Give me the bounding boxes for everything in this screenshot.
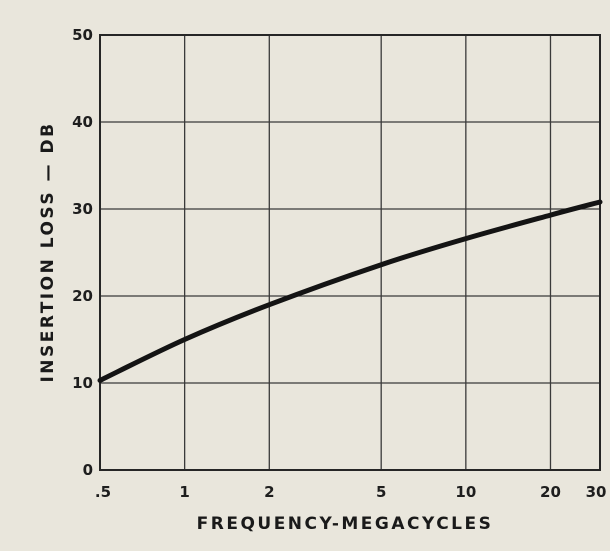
x-tick-label: 10 bbox=[455, 483, 476, 501]
x-tick-label: 20 bbox=[540, 483, 561, 501]
y-tick-label: 20 bbox=[72, 287, 93, 305]
x-tick-label: .5 bbox=[95, 483, 111, 501]
y-tick-label: 50 bbox=[72, 26, 93, 44]
y-tick-labels: 0 10 20 30 40 50 bbox=[72, 26, 93, 479]
y-tick-label: 10 bbox=[72, 374, 93, 392]
plot-frame bbox=[99, 34, 601, 471]
series-line bbox=[97, 199, 603, 383]
x-tick-label: 2 bbox=[264, 483, 274, 501]
x-tick-label: 5 bbox=[376, 483, 386, 501]
x-tick-label: 1 bbox=[179, 483, 189, 501]
x-tick-labels: .5 1 2 5 10 20 30 bbox=[95, 483, 607, 501]
y-tick-label: 30 bbox=[72, 200, 93, 218]
x-axis-label: FREQUENCY-MEGACYCLES bbox=[197, 514, 494, 534]
vertical-gridlines bbox=[99, 35, 601, 470]
x-tick-label: 30 bbox=[586, 483, 607, 501]
y-tick-label: 40 bbox=[72, 113, 93, 131]
horizontal-gridlines bbox=[100, 34, 600, 471]
y-tick-label: 0 bbox=[83, 461, 93, 479]
y-axis-label: INSERTION LOSS — DB bbox=[38, 121, 58, 382]
